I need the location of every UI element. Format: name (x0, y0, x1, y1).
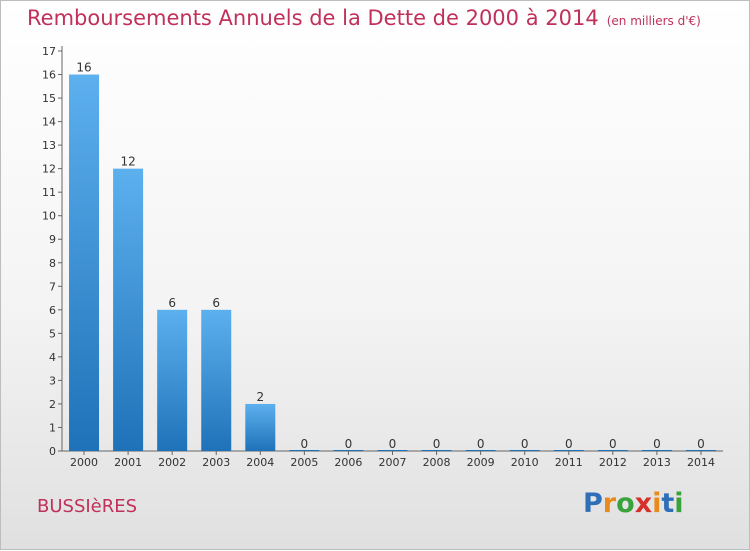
logo-letter: o (616, 488, 635, 519)
x-tick-label: 2008 (423, 456, 451, 469)
logo-letter: i (652, 488, 662, 519)
y-tick-label: 8 (49, 257, 56, 270)
chart-title: Remboursements Annuels de la Dette de 20… (27, 6, 701, 30)
logo-letter: t (661, 488, 675, 519)
data-label: 6 (212, 296, 220, 310)
chart-title-text: Remboursements Annuels de la Dette de 20… (27, 6, 599, 30)
data-label: 0 (345, 437, 353, 451)
y-tick-label: 7 (49, 280, 56, 293)
y-tick-label: 15 (42, 92, 56, 105)
y-tick-label: 12 (42, 163, 56, 176)
data-label: 0 (697, 437, 705, 451)
y-tick-label: 14 (42, 116, 56, 129)
data-label: 0 (653, 437, 661, 451)
y-tick-label: 0 (49, 445, 56, 458)
x-tick-label: 2006 (334, 456, 362, 469)
data-label: 12 (120, 155, 135, 169)
y-tick-label: 1 (49, 421, 56, 434)
y-tick-label: 11 (42, 186, 56, 199)
x-tick-label: 2014 (687, 456, 715, 469)
y-tick-label: 10 (42, 210, 56, 223)
logo-letter: r (602, 488, 617, 519)
commune-name: BUSSIèRES (37, 496, 138, 517)
y-tick-label: 5 (49, 327, 56, 340)
y-tick-label: 6 (49, 304, 56, 317)
x-tick-label: 2005 (290, 456, 318, 469)
data-label: 0 (609, 437, 617, 451)
data-label: 16 (76, 61, 91, 75)
data-label: 6 (168, 296, 176, 310)
x-tick-label: 2007 (379, 456, 407, 469)
data-label: 0 (301, 437, 309, 451)
logo-letter: x (634, 488, 653, 519)
data-label: 0 (389, 437, 397, 451)
x-tick-label: 2000 (70, 456, 98, 469)
data-label: 0 (521, 437, 529, 451)
y-tick-label: 13 (42, 139, 56, 152)
x-tick-label: 2010 (511, 456, 539, 469)
y-tick-label: 17 (42, 45, 56, 58)
proxiti-logo: Proxiti (583, 488, 684, 519)
x-tick-label: 2003 (202, 456, 230, 469)
bar (113, 168, 144, 451)
logo-letter: i (674, 488, 684, 519)
data-label: 2 (256, 390, 264, 404)
chart-subtitle: (en milliers d'€) (606, 14, 701, 28)
y-tick-label: 4 (49, 351, 56, 364)
x-tick-label: 2002 (158, 456, 186, 469)
x-tick-label: 2009 (467, 456, 495, 469)
logo-letter: P (583, 488, 603, 519)
bar (69, 74, 100, 451)
y-tick-label: 9 (49, 233, 56, 246)
bar (245, 403, 276, 451)
bar (157, 309, 188, 451)
bar (201, 309, 232, 451)
x-tick-label: 2001 (114, 456, 142, 469)
y-tick-label: 16 (42, 69, 56, 82)
x-tick-label: 2012 (599, 456, 627, 469)
x-tick-label: 2013 (643, 456, 671, 469)
y-tick-label: 2 (49, 398, 56, 411)
x-tick-label: 2004 (246, 456, 274, 469)
data-label: 0 (477, 437, 485, 451)
y-tick-label: 3 (49, 374, 56, 387)
data-label: 0 (565, 437, 573, 451)
data-label: 0 (433, 437, 441, 451)
x-tick-label: 2011 (555, 456, 583, 469)
